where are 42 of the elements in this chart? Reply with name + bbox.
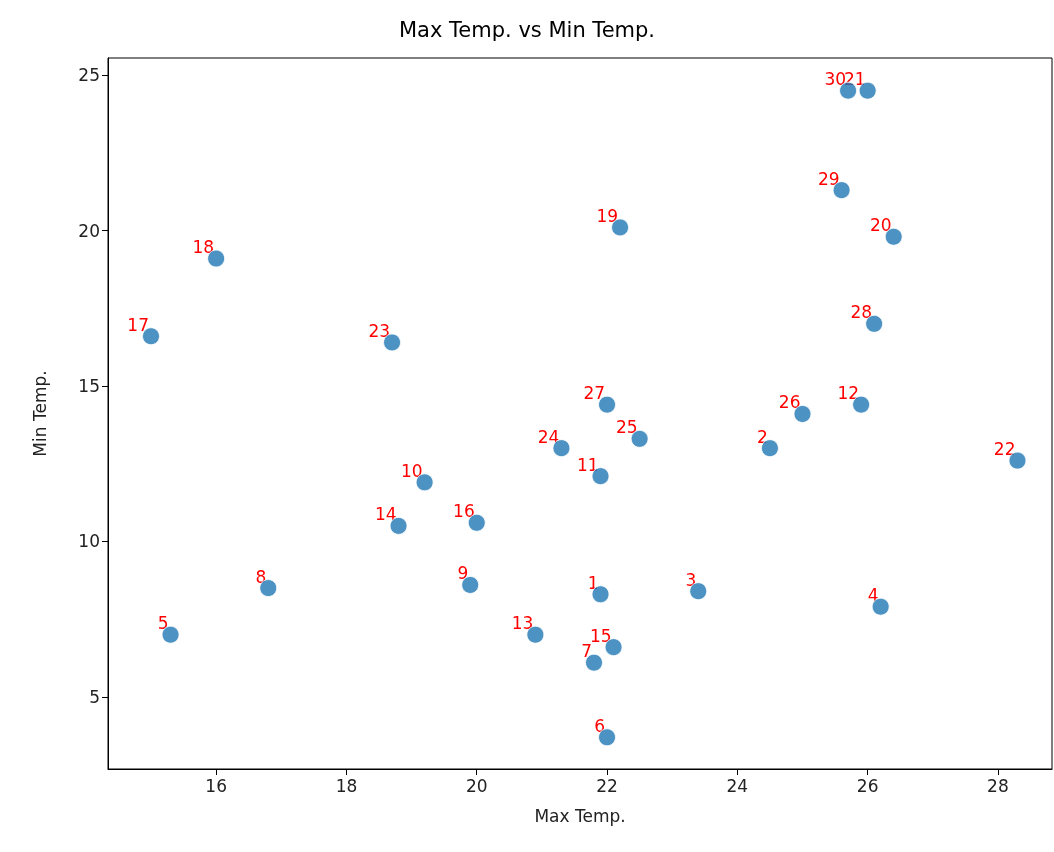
annotation: 3 [685, 569, 697, 590]
annotation: 18 [192, 237, 215, 258]
annotation: 16 [453, 501, 475, 522]
annotation: 14 [374, 504, 397, 525]
annotation: 24 [537, 426, 560, 447]
annotation: 4 [867, 585, 879, 606]
y-tick-label: 20 [78, 220, 100, 241]
x-axis-title: Max Temp. [534, 805, 626, 826]
y-tick-label: 25 [78, 65, 100, 86]
x-tick-label: 24 [726, 775, 749, 796]
annotation: 19 [596, 205, 619, 226]
annotation: 26 [778, 392, 801, 413]
annotation: 7 [581, 641, 593, 662]
annotation: 6 [594, 715, 606, 736]
annotation: 20 [870, 215, 892, 236]
annotation: 12 [837, 383, 860, 404]
annotation: 8 [255, 566, 267, 587]
x-tick-label: 20 [465, 775, 488, 796]
annotation: 1 [587, 572, 599, 593]
annotation: 11 [576, 454, 599, 475]
annotation: 9 [457, 563, 469, 584]
annotation: 27 [583, 383, 606, 404]
x-tick-label: 18 [335, 775, 358, 796]
x-tick-label: 26 [856, 775, 879, 796]
annotation: 25 [615, 417, 638, 438]
annotation: 2 [757, 426, 768, 447]
y-tick-label: 5 [89, 686, 100, 707]
annotation: 5 [157, 613, 169, 634]
annotation: 28 [850, 302, 873, 323]
annotation: 29 [817, 168, 840, 189]
annotation: 17 [127, 314, 149, 335]
y-axis-title: Min Temp. [29, 370, 50, 457]
chart-title: Max Temp. vs Min Temp. [398, 17, 656, 42]
annotation: 23 [368, 320, 391, 341]
x-tick-label: 28 [987, 775, 1009, 796]
x-tick-label: 22 [596, 775, 618, 796]
x-tick-label: 16 [205, 775, 227, 796]
annotation: 10 [400, 460, 423, 481]
y-tick-label: 10 [78, 531, 100, 552]
annotation: 13 [511, 613, 534, 634]
annotation: 22 [993, 439, 1016, 460]
y-tick-label: 15 [78, 375, 100, 396]
